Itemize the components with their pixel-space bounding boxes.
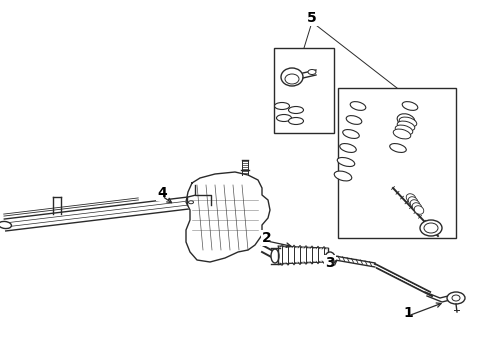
Ellipse shape (325, 252, 335, 264)
Text: 3: 3 (325, 256, 335, 270)
Ellipse shape (289, 117, 303, 125)
Ellipse shape (390, 144, 406, 152)
Ellipse shape (397, 121, 415, 131)
Ellipse shape (408, 197, 418, 205)
Ellipse shape (0, 221, 11, 229)
Ellipse shape (271, 249, 279, 263)
Ellipse shape (350, 102, 366, 111)
Ellipse shape (281, 68, 303, 86)
Ellipse shape (394, 130, 410, 138)
Bar (274, 48, 334, 133)
Text: 2: 2 (262, 231, 272, 245)
Ellipse shape (414, 206, 424, 214)
Ellipse shape (274, 103, 290, 109)
Text: 1: 1 (403, 306, 413, 320)
Text: 4: 4 (157, 186, 167, 200)
Ellipse shape (308, 69, 316, 75)
Text: 5: 5 (307, 11, 317, 25)
Ellipse shape (393, 129, 411, 139)
Ellipse shape (406, 194, 416, 202)
Ellipse shape (399, 117, 417, 127)
Ellipse shape (189, 201, 194, 204)
Ellipse shape (412, 203, 422, 211)
Ellipse shape (395, 125, 413, 135)
Ellipse shape (402, 102, 418, 111)
Ellipse shape (452, 295, 460, 301)
Ellipse shape (346, 116, 362, 125)
Ellipse shape (334, 171, 352, 181)
Ellipse shape (337, 157, 355, 167)
Ellipse shape (410, 200, 420, 208)
Ellipse shape (420, 220, 442, 236)
Ellipse shape (289, 107, 303, 113)
Ellipse shape (276, 114, 292, 122)
Polygon shape (186, 172, 270, 262)
Ellipse shape (340, 144, 356, 152)
Ellipse shape (343, 130, 359, 139)
Ellipse shape (397, 114, 415, 126)
Bar (338, 88, 456, 238)
Ellipse shape (447, 292, 465, 304)
